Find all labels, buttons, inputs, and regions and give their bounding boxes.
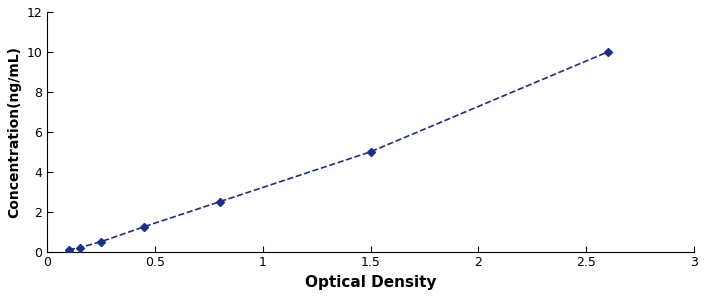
Y-axis label: Concentration(ng/mL): Concentration(ng/mL) xyxy=(7,46,21,218)
X-axis label: Optical Density: Optical Density xyxy=(305,275,436,290)
